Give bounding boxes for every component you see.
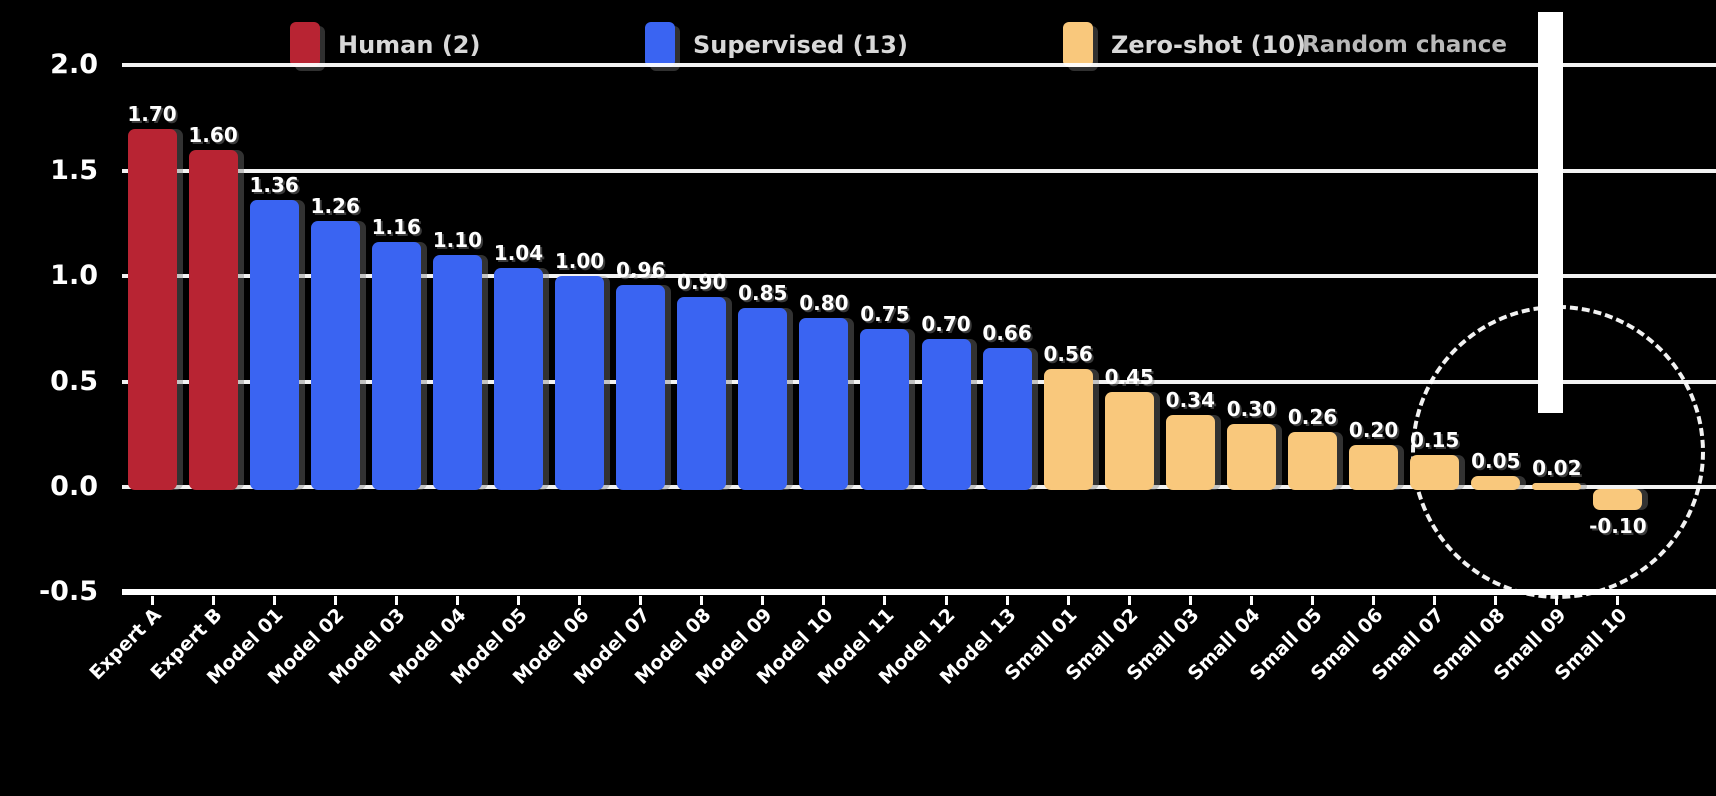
x-tick: [1494, 596, 1498, 605]
gridline: [122, 589, 1716, 596]
bar: [555, 276, 605, 490]
bar: [982, 347, 1032, 490]
bar-value-label: 0.34: [1165, 388, 1216, 413]
x-tick: [1433, 596, 1437, 605]
bar: [738, 307, 788, 490]
bar-value-label: 0.90: [677, 270, 727, 295]
bar-value-label: 1.00: [554, 249, 605, 274]
x-tick: [1311, 596, 1315, 605]
bar: [1410, 455, 1460, 490]
bar: [1165, 415, 1215, 490]
bar-value-label: 0.45: [1104, 365, 1154, 390]
x-tick: [578, 596, 582, 605]
bar: [860, 328, 910, 490]
legend-label: Supervised (13): [693, 31, 908, 59]
x-tick: [333, 596, 337, 605]
bar-value-label: 0.66: [982, 320, 1032, 345]
x-tick: [211, 596, 215, 605]
bar: [921, 339, 971, 490]
bar-value-label: -0.10: [1589, 514, 1647, 539]
x-tick: [1066, 596, 1070, 605]
bar-value-label: 0.20: [1348, 417, 1399, 442]
bar-value-label: 0.30: [1226, 396, 1277, 421]
x-tick: [272, 596, 276, 605]
legend-label: Zero-shot (10): [1111, 31, 1306, 59]
y-axis-tick-label: 0.5: [50, 365, 98, 397]
x-tick: [944, 596, 948, 605]
y-axis-tick-label: 0.0: [50, 471, 98, 502]
y-axis-tick-label: -0.5: [38, 576, 98, 608]
bar: [616, 284, 666, 490]
x-tick: [822, 596, 826, 605]
bar-value-label: 0.70: [921, 312, 971, 337]
bar-value-label: 0.96: [615, 257, 666, 282]
legend-swatch-red: [290, 22, 320, 67]
bar: [1288, 432, 1338, 490]
x-tick: [1616, 596, 1620, 605]
bar-value-label: 1.60: [188, 122, 238, 147]
legend-label: Human (2): [338, 31, 481, 59]
bar-value-label: 0.75: [860, 301, 910, 326]
gridline: [122, 485, 1716, 489]
bar-value-label: 1.10: [432, 228, 483, 253]
x-tick: [1555, 596, 1559, 605]
x-tick: [1005, 596, 1009, 605]
bar: [1226, 423, 1276, 490]
bar: [188, 149, 238, 490]
x-tick: [455, 596, 459, 605]
bar: [1349, 444, 1399, 490]
bar-value-label: 1.70: [127, 101, 177, 126]
bar-value-label: 0.02: [1532, 455, 1582, 480]
x-tick: [1188, 596, 1192, 605]
gridline: [122, 168, 1716, 173]
bar-value-label: 0.56: [1043, 341, 1093, 366]
gridline: [122, 63, 1716, 68]
bar-value-label: 1.16: [371, 215, 421, 240]
x-tick: [883, 596, 887, 605]
bar: [1593, 489, 1643, 511]
x-tick: [700, 596, 704, 605]
bar: [371, 242, 421, 490]
legend-swatch-orange: [1063, 22, 1093, 67]
bar-value-label: 1.36: [249, 173, 299, 198]
annotation-label: Random chance: [1302, 32, 1507, 58]
y-axis-tick-label: 1.0: [50, 260, 98, 292]
bar: [677, 297, 727, 490]
bar: [432, 255, 482, 490]
bar-value-label: 0.26: [1287, 405, 1338, 430]
legend-swatch-blue: [645, 22, 675, 67]
bar: [799, 318, 849, 490]
y-axis-tick-label: 2.0: [50, 49, 98, 81]
gridline: [122, 274, 1716, 279]
bar: [1104, 392, 1154, 490]
bar: [1043, 368, 1093, 490]
bar-value-label: 0.85: [738, 280, 788, 305]
x-tick: [761, 596, 765, 605]
bar-value-label: 0.05: [1471, 449, 1521, 474]
bar: [1471, 476, 1521, 490]
y-axis-tick-label: 1.5: [50, 154, 98, 186]
bar: [1532, 482, 1582, 490]
x-tick: [1127, 596, 1131, 605]
x-tick-label: Small 10: [1550, 604, 1632, 685]
bar: [493, 267, 543, 490]
x-tick: [394, 596, 398, 605]
gridline: [122, 379, 1716, 384]
bar-value-label: 1.26: [310, 194, 360, 219]
bar-value-label: 1.04: [493, 240, 544, 265]
bar-value-label: 0.15: [1409, 428, 1460, 453]
bar: [249, 200, 299, 490]
x-tick: [150, 596, 154, 605]
x-tick: [1249, 596, 1253, 605]
x-tick: [1372, 596, 1376, 605]
bar: [310, 221, 360, 490]
x-tick: [516, 596, 520, 605]
bar: [127, 128, 177, 490]
bar-value-label: 0.80: [799, 291, 849, 316]
x-tick: [639, 596, 643, 605]
